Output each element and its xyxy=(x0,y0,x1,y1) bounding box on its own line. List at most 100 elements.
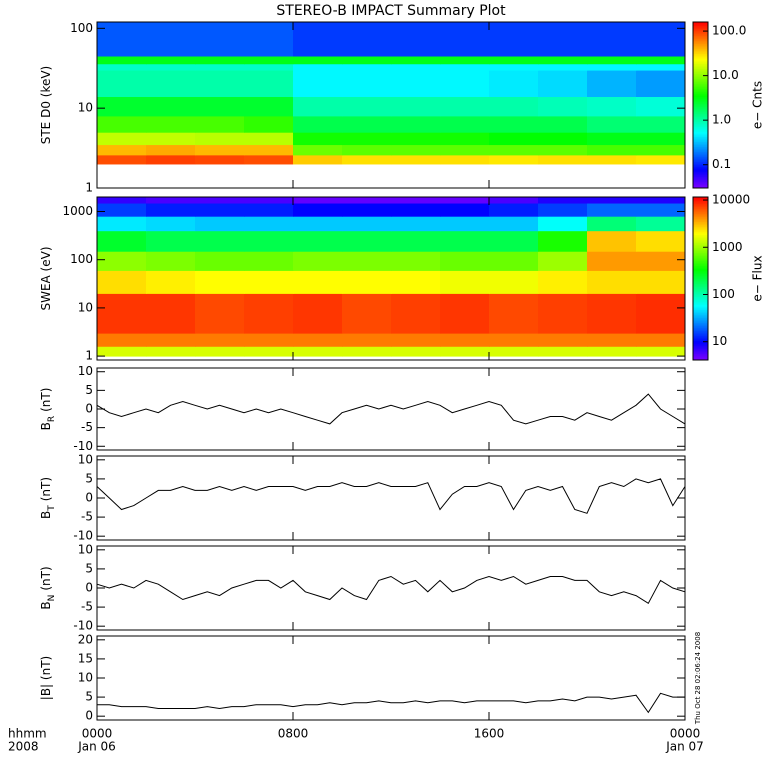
colorbar-swatch xyxy=(693,200,708,203)
colorbar-swatch xyxy=(693,249,708,252)
heatmap-cell xyxy=(636,70,686,97)
heatmap-cell xyxy=(97,144,147,156)
y-tick-label: -10 xyxy=(73,619,93,633)
heatmap-cell xyxy=(146,56,196,65)
colorbar-swatch xyxy=(693,211,708,214)
colorbar-swatch xyxy=(693,25,708,28)
colorbar-swatch xyxy=(693,174,708,177)
colorbar-swatch xyxy=(693,315,708,319)
heatmap-cell xyxy=(587,144,637,156)
heatmap-cell xyxy=(440,251,490,271)
heatmap-cell xyxy=(342,63,392,71)
y-tick-label: 20 xyxy=(78,632,93,646)
heatmap-cell xyxy=(342,216,392,232)
colorbar-swatch xyxy=(693,55,708,58)
colorbar-swatch xyxy=(693,26,708,30)
colorbar-swatch xyxy=(693,143,708,146)
y-axis-label-unit: (nT) xyxy=(39,477,53,501)
heatmap-cell xyxy=(97,346,147,357)
colorbar-swatch xyxy=(693,250,708,253)
colorbar-swatch xyxy=(693,356,708,359)
heatmap-cell xyxy=(293,197,343,204)
y-tick-label: 5 xyxy=(85,383,93,397)
colorbar-swatch xyxy=(693,306,708,309)
colorbar-swatch xyxy=(693,101,708,104)
x-tick-label: 0000 xyxy=(82,727,113,741)
heatmap-cell xyxy=(391,216,441,232)
heatmap-cell xyxy=(538,333,588,347)
timestamp: Thu Oct 28 02:06:24 2008 xyxy=(694,632,702,725)
heatmap-cell xyxy=(440,216,490,232)
y-tick-label: 10 xyxy=(78,671,93,685)
colorbar-swatch xyxy=(693,60,708,63)
heatmap-cell xyxy=(538,154,588,165)
heatmap-cell xyxy=(538,144,588,156)
colorbar-swatch xyxy=(693,298,708,301)
heatmap-cell xyxy=(587,70,637,97)
heatmap-cell xyxy=(391,270,441,294)
colorbar-swatch xyxy=(693,166,708,169)
colorbar-swatch xyxy=(693,156,708,159)
colorbar-swatch xyxy=(693,134,708,138)
colorbar-swatch xyxy=(693,236,708,239)
colorbar-swatch xyxy=(693,109,708,113)
colorbar-swatch xyxy=(693,186,708,189)
heatmap-cell xyxy=(195,197,245,204)
panel-frame xyxy=(96,367,686,451)
colorbar-swatch xyxy=(693,244,708,247)
colorbar-swatch xyxy=(693,183,708,186)
colorbar-swatch xyxy=(693,65,708,68)
colorbar-swatch xyxy=(693,210,708,213)
colorbar-tick-label: 1000 xyxy=(712,240,743,254)
colorbar-swatch xyxy=(693,80,708,83)
heatmap-cell xyxy=(440,293,490,334)
colorbar-swatch xyxy=(693,181,708,184)
colorbar-swatch xyxy=(693,41,708,45)
colorbar-swatch xyxy=(693,214,708,218)
heatmap-cell xyxy=(293,22,343,57)
heatmap-cell xyxy=(587,115,637,133)
colorbar-swatch xyxy=(693,163,708,166)
colorbar-swatch xyxy=(693,278,708,281)
y-tick-label: 1000 xyxy=(62,204,93,218)
y-axis-label-sub: T xyxy=(47,505,57,512)
heatmap-cell xyxy=(195,251,245,271)
colorbar-swatch xyxy=(693,258,708,262)
colorbar-swatch xyxy=(693,337,708,340)
colorbar-swatch xyxy=(693,139,708,143)
colorbar-swatch xyxy=(693,136,708,139)
heatmap-cell xyxy=(587,270,637,294)
y-axis-label: BR (nT) xyxy=(39,388,57,431)
heatmap-cell xyxy=(440,115,490,133)
heatmap-cell xyxy=(636,115,686,133)
heatmap-cell xyxy=(391,70,441,97)
heatmap-cell xyxy=(146,346,196,357)
x-tick-date: Jan 07 xyxy=(665,740,704,754)
colorbar-swatch xyxy=(693,81,708,84)
heatmap-cell xyxy=(244,115,294,133)
colorbar-label: e− Cnts xyxy=(751,81,765,129)
heatmap-cell xyxy=(391,251,441,271)
y-axis-label-unit: (nT) xyxy=(39,388,53,412)
colorbar-swatch xyxy=(693,133,708,136)
heatmap-cell xyxy=(244,333,294,347)
heatmap-cell xyxy=(195,70,245,97)
heatmap-cell xyxy=(97,63,147,71)
heatmap-cell xyxy=(97,333,147,347)
colorbar-swatch xyxy=(693,151,708,154)
heatmap-cell xyxy=(146,70,196,97)
heatmap-cell xyxy=(342,203,392,217)
colorbar-swatch xyxy=(693,205,708,208)
heatmap-cell xyxy=(636,293,686,334)
heatmap-cell xyxy=(489,293,539,334)
colorbar-swatch xyxy=(693,96,708,99)
heatmap-cell xyxy=(244,144,294,156)
panel-frame xyxy=(96,196,686,361)
colorbar-swatch xyxy=(693,237,708,240)
heatmap-cell xyxy=(636,270,686,294)
heatmap-cell xyxy=(342,144,392,156)
heatmap-cell xyxy=(538,270,588,294)
heatmap-cell xyxy=(293,144,343,156)
heatmap-cell xyxy=(195,56,245,65)
